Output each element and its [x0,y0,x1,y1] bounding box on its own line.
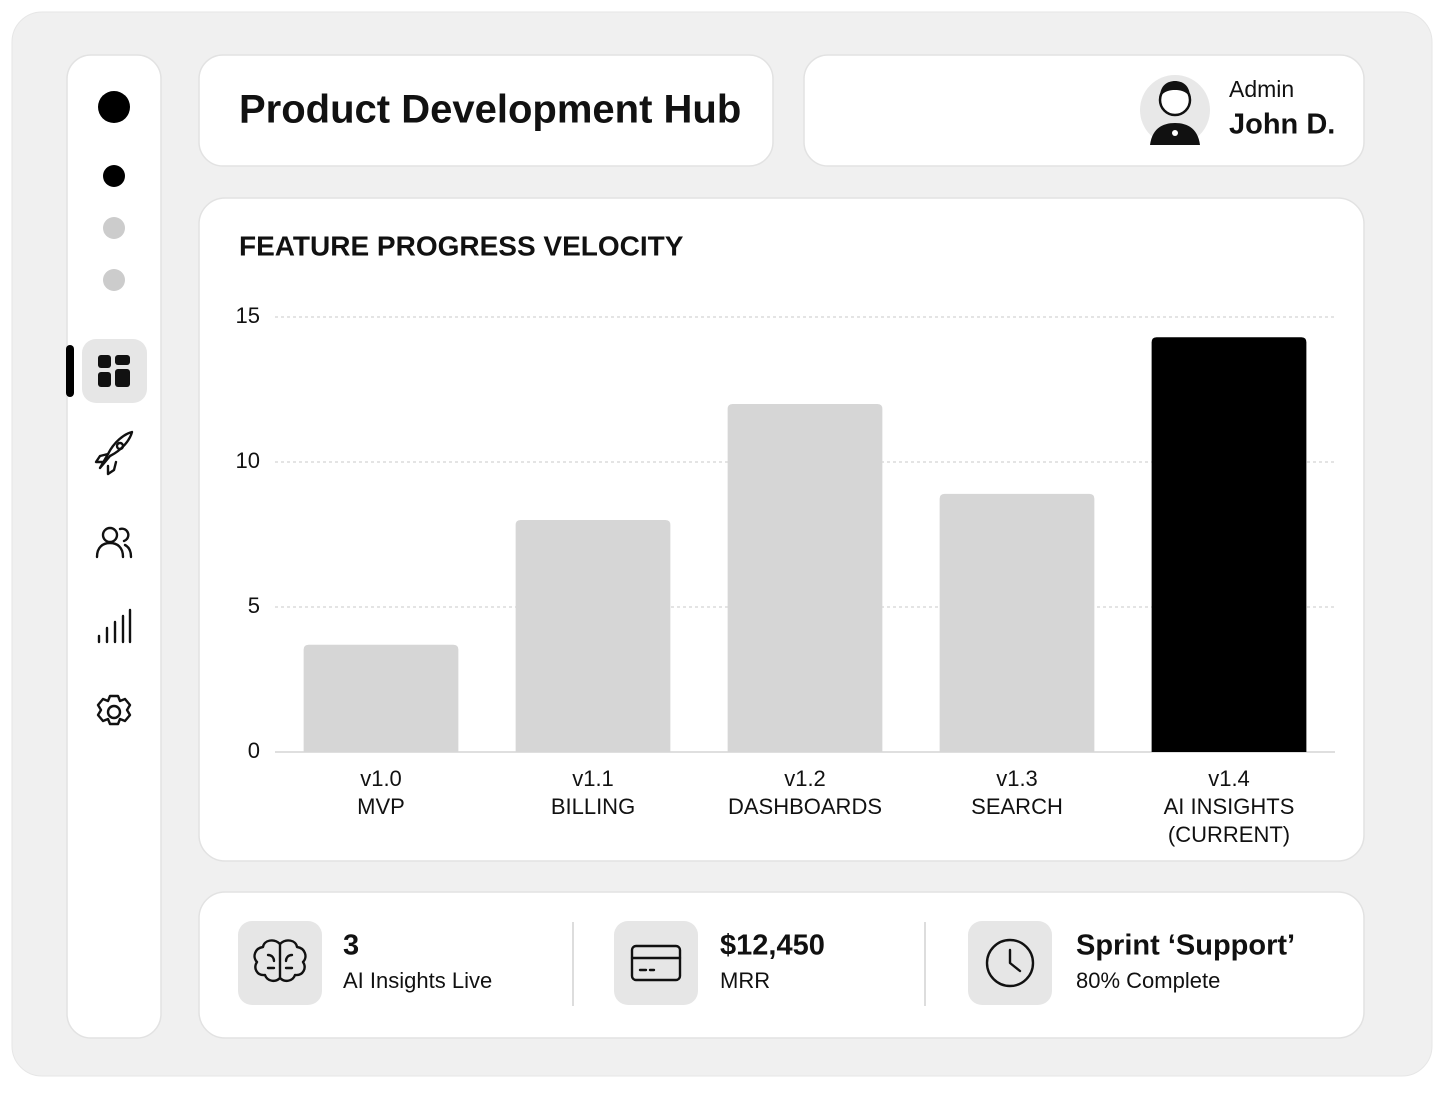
status-dot[interactable] [103,217,125,239]
x-tick-label: (CURRENT) [1168,822,1290,847]
x-tick-label: v1.1 [572,766,614,791]
nav-settings[interactable] [96,694,132,726]
stat-value: Sprint ‘Support’ [1076,930,1295,962]
stats-card [198,891,1365,1039]
page-title: Product Development Hub [239,88,741,132]
x-tick-label: v1.4 [1208,766,1250,791]
y-tick-label: 15 [236,303,260,328]
stat-label: MRR [720,968,770,993]
clock-icon [985,938,1035,988]
bar [939,493,1095,752]
x-tick-label: DASHBOARDS [728,794,882,819]
avatar[interactable] [1140,75,1210,145]
bar [727,404,883,752]
user-name: John D. [1229,109,1335,141]
x-tick-label: v1.3 [996,766,1038,791]
user-role: Admin [1229,76,1294,102]
title-card [198,54,774,167]
stat-value: $12,450 [720,930,825,962]
y-tick-label: 10 [236,448,260,473]
x-tick-label: v1.0 [360,766,402,791]
stat-label: 80% Complete [1076,968,1220,993]
status-dot[interactable] [103,165,125,187]
nav-analytics[interactable] [97,608,132,644]
plot: 0 5 10 15 v1.0 MVP v1.1 BILLING v1.2 DASHBOARDS v1… [236,303,1335,847]
nav-dashboard[interactable] [82,339,147,403]
sidebar [66,54,162,1039]
dashboard-icon [98,355,130,387]
stat-icon-bg [614,921,698,1005]
y-tick-label: 5 [248,593,260,618]
bar [1151,337,1307,752]
nav-launch[interactable] [94,430,134,476]
nav-team[interactable] [95,526,133,559]
x-tick-label: AI INSIGHTS [1164,794,1295,819]
chart-title: FEATURE PROGRESS VELOCITY [239,230,684,261]
y-tick-label: 0 [248,738,260,763]
bar [303,644,459,752]
bar [515,520,671,752]
logo-dot [98,91,130,123]
stat-label: AI Insights Live [343,968,492,993]
user-card [803,54,1365,167]
x-tick-label: BILLING [551,794,635,819]
stats: 3 AI Insights Live $12,450 MRR Sprint ‘Suppo… [343,930,1295,993]
status-dot[interactable] [103,269,125,291]
brain-icon [253,939,307,983]
x-tick-label: SEARCH [971,794,1063,819]
stat-value: 3 [343,930,359,962]
x-tick-label: MVP [357,794,405,819]
active-indicator [66,345,74,397]
card-icon [630,944,682,982]
x-tick-label: v1.2 [784,766,826,791]
